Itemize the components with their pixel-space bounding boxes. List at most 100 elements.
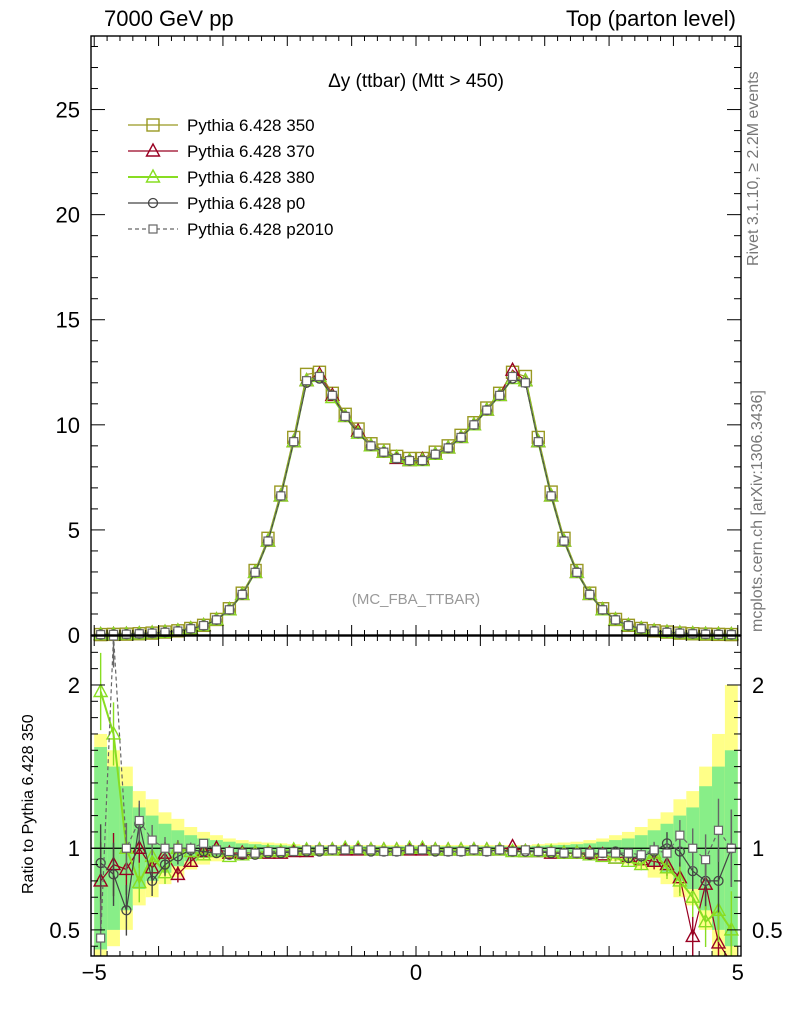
data-point <box>688 629 698 639</box>
data-point <box>186 843 196 853</box>
data-point <box>572 848 582 858</box>
data-point <box>314 845 325 855</box>
data-point <box>147 835 157 845</box>
y-tick-label: 0.5 <box>752 918 783 943</box>
data-point <box>675 628 685 638</box>
data-point <box>710 901 727 916</box>
y-tick-label: 5 <box>68 518 80 543</box>
data-point <box>482 405 492 415</box>
legend-item: Pythia 6.428 p0 <box>128 194 305 213</box>
ratio-plot-frame <box>90 635 742 957</box>
data-point <box>314 371 325 382</box>
data-point <box>134 815 144 826</box>
data-point <box>507 371 518 382</box>
y-tick-label: 15 <box>56 308 80 333</box>
data-point <box>685 888 701 903</box>
data-point <box>96 933 106 943</box>
data-point <box>404 455 415 466</box>
data-point <box>598 848 608 858</box>
data-point <box>598 605 608 615</box>
data-point <box>327 390 337 400</box>
data-point <box>443 846 453 857</box>
data-point <box>633 856 649 871</box>
data-point <box>610 615 621 625</box>
data-point <box>533 437 543 447</box>
data-point <box>366 845 376 855</box>
data-point <box>520 378 531 388</box>
data-point <box>199 620 209 631</box>
data-point <box>327 845 337 855</box>
data-point <box>146 875 158 887</box>
data-point <box>366 441 376 451</box>
legend: Pythia 6.428 350 Pythia 6.428 370 Pythia 6… <box>128 116 334 239</box>
data-point <box>340 845 350 855</box>
data-point <box>685 927 701 943</box>
data-point <box>610 848 621 858</box>
data-point <box>353 428 363 438</box>
data-point <box>559 536 569 546</box>
data-point <box>482 846 492 857</box>
data-point <box>340 411 350 422</box>
data-point <box>263 846 273 857</box>
data-point <box>170 865 186 881</box>
data-point <box>697 913 714 928</box>
data-point <box>417 845 428 855</box>
data-point <box>105 725 122 740</box>
data-point <box>469 420 479 430</box>
data-point <box>713 875 724 887</box>
data-point <box>620 852 637 868</box>
legend-item: Pythia 6.428 350 <box>128 116 315 135</box>
data-point <box>636 850 646 860</box>
y-tick-label: 2 <box>68 673 80 698</box>
data-point <box>250 848 260 858</box>
data-point <box>276 491 286 501</box>
legend-label: Pythia 6.428 380 <box>187 168 315 187</box>
ratio-series-p2010 <box>96 636 736 956</box>
data-point <box>199 838 209 848</box>
data-point <box>121 629 131 639</box>
y-tick-label: 20 <box>56 203 80 228</box>
data-point <box>211 845 222 855</box>
data-point <box>183 852 199 868</box>
data-point <box>495 390 505 400</box>
y-tick-label: 1 <box>752 836 764 861</box>
data-point <box>469 845 479 855</box>
data-point <box>636 624 646 634</box>
legend-marker <box>146 118 160 132</box>
data-point <box>520 845 531 855</box>
data-point <box>276 846 286 857</box>
plot-title: Δy (ttbar) (Mtt > 450) <box>328 71 504 92</box>
data-point <box>392 846 402 857</box>
data-point <box>713 825 724 835</box>
data-point <box>121 905 132 916</box>
data-point <box>649 845 659 855</box>
data-point <box>237 848 247 858</box>
data-point <box>417 455 428 466</box>
data-point <box>662 848 672 858</box>
data-point <box>623 848 633 858</box>
data-point <box>121 843 131 853</box>
header-left: 7000 GeV pp <box>104 6 234 31</box>
data-point <box>224 605 234 615</box>
data-point <box>379 447 389 457</box>
data-point <box>224 846 234 857</box>
data-point <box>646 852 662 868</box>
data-point <box>173 843 183 853</box>
data-point <box>559 848 569 858</box>
data-point <box>507 846 518 857</box>
legend-marker <box>147 197 159 209</box>
x-tick-label: −5 <box>82 960 107 985</box>
data-point <box>211 615 222 625</box>
data-point <box>301 845 312 855</box>
data-point <box>289 846 299 857</box>
data-point <box>289 437 299 447</box>
x-tick-label: 5 <box>732 960 744 985</box>
data-point <box>353 845 363 855</box>
data-point <box>147 628 157 638</box>
data-point <box>585 848 595 858</box>
data-point <box>250 567 260 577</box>
y-tick-label: 0.5 <box>49 918 80 943</box>
legend-label: Pythia 6.428 p0 <box>187 194 305 213</box>
data-point <box>495 845 505 855</box>
data-point <box>701 629 711 639</box>
